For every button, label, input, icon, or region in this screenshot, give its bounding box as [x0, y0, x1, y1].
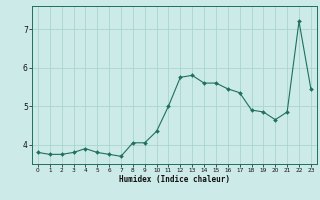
X-axis label: Humidex (Indice chaleur): Humidex (Indice chaleur)	[119, 175, 230, 184]
